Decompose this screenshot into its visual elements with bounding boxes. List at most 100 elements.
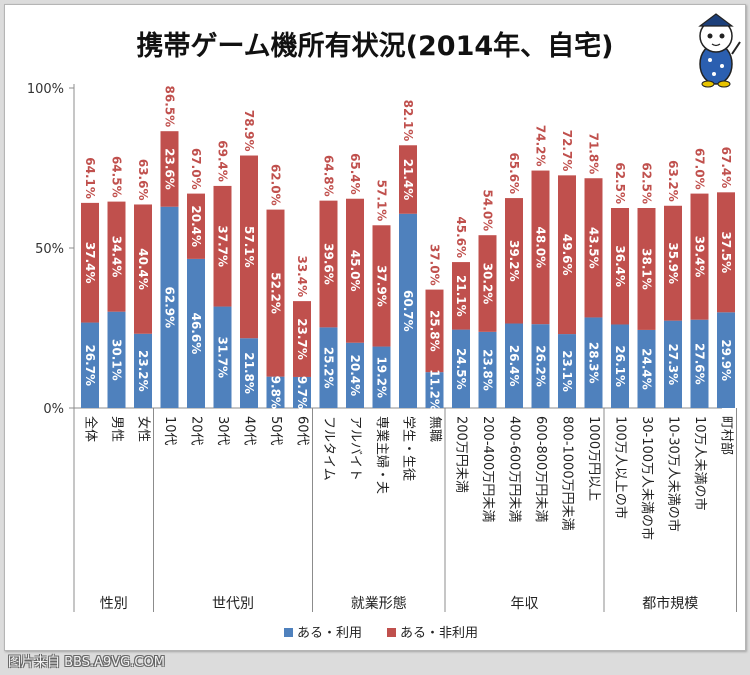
data-label-use: 11.2% — [428, 369, 442, 411]
bar-use — [372, 346, 391, 408]
bar-nonuse — [399, 145, 417, 214]
bar-nonuse — [372, 225, 391, 347]
bar-nonuse — [425, 289, 444, 373]
data-label-nonuse: 57.1% — [242, 226, 256, 268]
data-label-nonuse: 36.4% — [613, 245, 627, 287]
bar-nonuse — [531, 170, 550, 325]
bar-use — [531, 324, 550, 408]
bar-use — [346, 342, 364, 408]
data-label-total: 64.8% — [322, 155, 336, 197]
category-label: 10代 — [162, 416, 177, 446]
y-tick-label: 50% — [35, 242, 64, 257]
category-label: 60代 — [295, 416, 310, 446]
bar-use — [81, 322, 99, 408]
group-label: 就業形態 — [351, 596, 407, 612]
category-label: 50代 — [268, 416, 283, 446]
bar-nonuse — [505, 198, 523, 324]
bar-nonuse — [690, 193, 709, 320]
data-label-use: 9.8% — [269, 376, 283, 409]
bar-nonuse — [717, 192, 735, 313]
data-label-use: 21.8% — [242, 352, 256, 394]
bar-nonuse — [558, 175, 576, 335]
group-label: 都市規模 — [642, 595, 698, 612]
category-label: 20代 — [189, 416, 204, 446]
category-label: 100万人以上の市 — [613, 416, 629, 519]
data-label-use: 60.7% — [401, 290, 415, 332]
bar-use — [399, 213, 417, 408]
bar-use — [690, 319, 709, 408]
data-label-use: 26.2% — [534, 345, 548, 387]
mascot-illustration — [698, 13, 741, 88]
data-label-nonuse: 37.5% — [719, 231, 733, 273]
data-label-total: 78.9% — [242, 110, 256, 152]
data-label-use: 24.5% — [454, 348, 468, 390]
data-label-use: 27.3% — [666, 343, 680, 385]
bar-nonuse — [107, 201, 126, 312]
data-label-total: 72.7% — [560, 130, 574, 172]
bar-nonuse — [187, 193, 205, 259]
category-label: 30代 — [215, 416, 230, 446]
bar-use — [558, 334, 576, 408]
category-label: 専業主婦・夫 — [374, 416, 390, 494]
bar-use — [584, 317, 603, 408]
data-label-nonuse: 23.7% — [295, 318, 309, 360]
bar-nonuse — [346, 198, 364, 343]
bar-use — [717, 312, 735, 408]
category-label: 200-400万円未満 — [480, 416, 495, 522]
y-tick-label: 100% — [27, 82, 64, 97]
data-label-total: 65.6% — [507, 152, 521, 194]
data-label-nonuse: 35.9% — [666, 242, 680, 284]
category-label: 40代 — [242, 416, 257, 446]
data-label-total: 63.6% — [136, 159, 150, 201]
category-label: アルバイト — [348, 416, 363, 481]
category-label: 800-1000万円未満 — [560, 416, 575, 531]
data-label-nonuse: 45.0% — [348, 250, 362, 292]
data-label-total: 54.0% — [481, 190, 495, 232]
chart-title: 携帯ゲーム機所有状況(2014年、自宅) — [136, 31, 614, 62]
bar-use — [293, 376, 311, 408]
data-label-total: 45.6% — [454, 216, 468, 258]
data-label-total: 64.5% — [110, 156, 124, 198]
category-label: 1000万円以上 — [586, 416, 601, 501]
data-label-nonuse: 20.4% — [189, 205, 203, 247]
bar-use — [452, 329, 470, 408]
bar-nonuse — [266, 209, 285, 377]
data-label-use: 46.6% — [189, 313, 203, 355]
bar-use — [187, 258, 205, 408]
category-label: 600-800万円未満 — [533, 416, 548, 522]
data-label-use: 23.8% — [481, 349, 495, 391]
bar-nonuse — [134, 204, 152, 334]
watermark: 图片来自 BBS.A9VG.COM — [8, 655, 165, 670]
bar-nonuse — [611, 208, 629, 325]
category-label: 学生・生徒 — [401, 416, 417, 481]
data-label-nonuse: 38.1% — [640, 248, 654, 290]
bar-use — [107, 311, 126, 408]
data-label-nonuse: 37.4% — [83, 242, 97, 284]
category-label: 男性 — [109, 416, 124, 442]
category-label: 10万人未満の市 — [692, 416, 708, 511]
data-label-nonuse: 21.4% — [401, 159, 415, 201]
bar-nonuse — [478, 235, 497, 332]
data-label-total: 62.0% — [269, 164, 283, 206]
bar-nonuse — [240, 155, 258, 339]
data-label-nonuse: 37.9% — [375, 265, 389, 307]
legend-label: ある・利用 — [297, 626, 362, 641]
data-label-nonuse: 48.0% — [534, 227, 548, 269]
data-label-total: 82.1% — [401, 100, 415, 142]
data-label-total: 67.0% — [693, 148, 707, 190]
bar-nonuse — [213, 185, 232, 307]
group-label: 年収 — [511, 596, 539, 612]
y-tick-label: 0% — [43, 402, 64, 417]
data-label-total: 86.5% — [163, 86, 177, 128]
legend-swatch — [284, 628, 293, 637]
bar-use — [478, 331, 497, 408]
bar-nonuse — [81, 202, 99, 323]
data-label-nonuse: 30.2% — [481, 263, 495, 305]
data-label-use: 28.3% — [587, 342, 601, 384]
data-label-nonuse: 23.6% — [163, 148, 177, 190]
bar-nonuse — [319, 200, 338, 328]
category-label: フルタイム — [321, 416, 336, 481]
bar-use — [611, 324, 629, 408]
data-label-total: 65.4% — [348, 153, 362, 195]
